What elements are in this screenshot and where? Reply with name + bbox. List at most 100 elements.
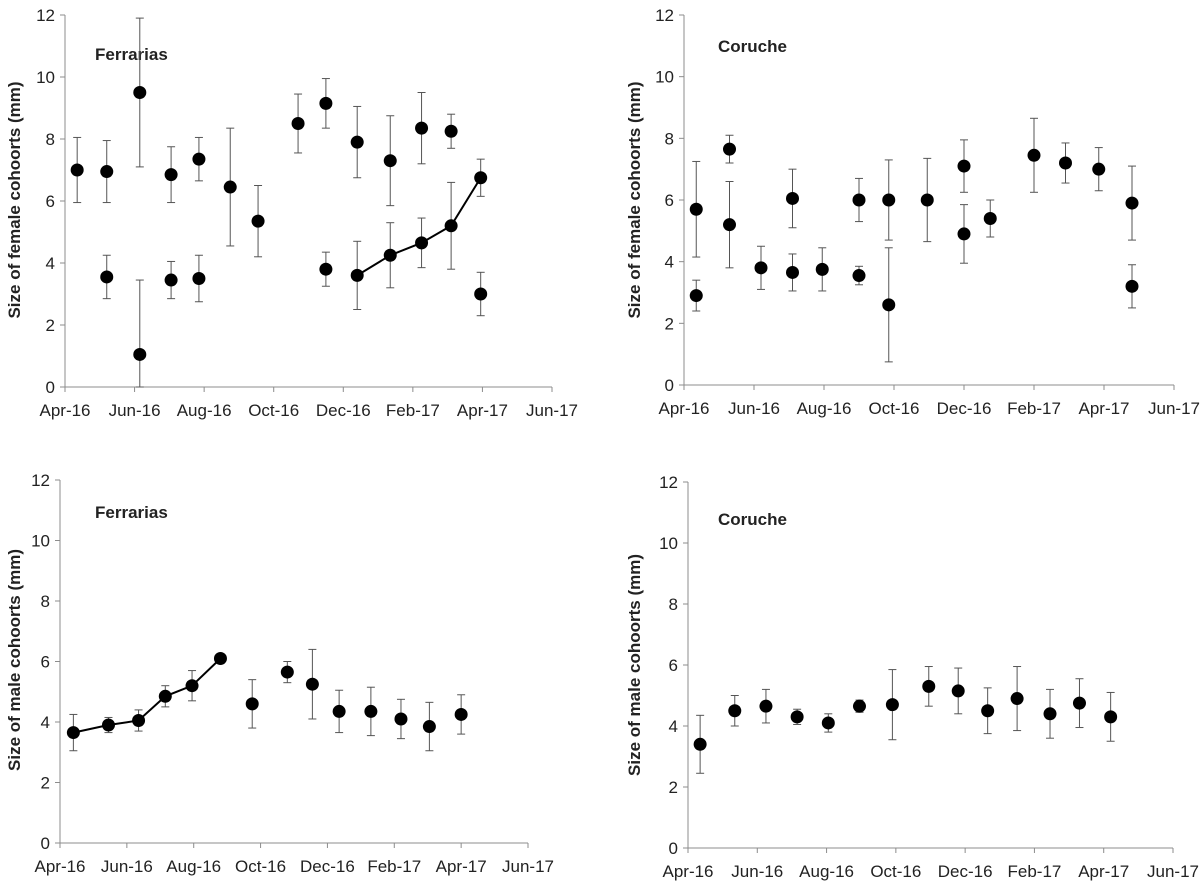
x-tick-label: Apr-17: [436, 857, 487, 876]
y-tick-label: 12: [655, 6, 674, 25]
data-point: [251, 214, 265, 228]
data-point: [474, 287, 488, 301]
x-tick-label: Aug-16: [177, 401, 232, 420]
y-tick-label: 8: [669, 595, 678, 614]
chart-panel-3: 0 2 4 6 8 10 12 Apr-16 Jun-16 Aug-16 Oct-16 Dec-16 F…: [5, 471, 554, 876]
data-point: [759, 699, 773, 713]
y-axis-label: Size of male cohoorts (mm): [625, 554, 644, 776]
data-point: [422, 720, 436, 734]
y-tick-label: 6: [46, 192, 55, 211]
data-point: [882, 193, 896, 207]
data-point: [885, 698, 899, 712]
x-tick-label: Apr-17: [1078, 399, 1129, 418]
data-point: [1092, 162, 1106, 176]
x-tick-label: Oct-16: [868, 399, 919, 418]
data-point: [100, 270, 114, 284]
panel-title: Coruche: [718, 510, 787, 529]
y-tick-label: 10: [659, 534, 678, 553]
chart-panel-4: 0 2 4 6 8 10 12 Apr-16 Jun-16 Aug-16 Oct-16 Dec-16 F…: [625, 473, 1199, 881]
data-point: [66, 726, 80, 740]
x-tick-label: Jun-16: [101, 857, 153, 876]
data-point: [291, 117, 305, 130]
x-tick-label: Jun-17: [1148, 399, 1200, 418]
x-tick-label: Apr-17: [457, 401, 508, 420]
data-point: [1072, 696, 1086, 710]
x-tick-label: Feb-17: [367, 857, 421, 876]
data-point: [957, 159, 971, 173]
data-point: [1010, 692, 1024, 706]
cohort-growth-line: [73, 657, 222, 734]
data-point: [192, 152, 206, 166]
data-point: [981, 704, 995, 718]
x-tick-label: Oct-16: [235, 857, 286, 876]
data-point: [815, 262, 829, 276]
data-point: [319, 262, 333, 276]
y-tick-label: 8: [665, 129, 674, 148]
cohort-growth-line: [356, 177, 482, 277]
x-tick-label: Apr-17: [1078, 862, 1129, 881]
data-point: [951, 684, 965, 698]
data-point: [790, 710, 804, 724]
y-axis-label: Size of male cohoorts (mm): [5, 549, 24, 771]
y-tick-label: 6: [669, 656, 678, 675]
y-tick-label: 0: [665, 376, 674, 395]
panel-title: Coruche: [718, 37, 787, 56]
y-tick-label: 0: [41, 834, 50, 853]
y-tick-label: 4: [41, 713, 50, 732]
data-point: [728, 704, 742, 718]
data-point: [394, 712, 408, 726]
data-point: [383, 248, 397, 262]
x-tick-label: Jun-16: [728, 399, 780, 418]
data-point: [693, 737, 707, 751]
data-point: [922, 679, 936, 693]
x-tick-label: Apr-16: [658, 399, 709, 418]
y-tick-label: 12: [36, 6, 55, 25]
chart-panel-1: 0 2 4 6 8 10 12 Apr-16 Jun-16 Aug-16 Oct-16 Dec-16 F…: [5, 6, 578, 420]
data-point: [415, 121, 429, 135]
y-tick-label: 0: [669, 839, 678, 858]
data-point: [132, 713, 146, 727]
x-tick-label: Feb-17: [1007, 399, 1061, 418]
x-tick-label: Dec-16: [937, 399, 992, 418]
data-point: [754, 261, 768, 275]
data-point: [383, 154, 397, 168]
data-point: [364, 704, 378, 718]
chart-panel-2: 0 2 4 6 8 10 12 Apr-16 Jun-16 Aug-16 Oct-16 Dec-16 F…: [625, 6, 1200, 418]
y-axis-label: Size of female cohoorts (mm): [5, 81, 24, 318]
y-tick-label: 2: [46, 316, 55, 335]
y-tick-label: 12: [659, 473, 678, 492]
y-tick-label: 4: [665, 253, 674, 272]
x-tick-label: Jun-17: [1147, 862, 1199, 881]
data-point: [245, 697, 259, 711]
data-point: [158, 689, 172, 703]
data-point: [133, 86, 147, 99]
data-point: [454, 707, 468, 721]
data-point: [101, 718, 115, 732]
data-point: [723, 142, 736, 156]
data-point: [164, 168, 178, 182]
data-point: [723, 218, 736, 232]
data-point: [1027, 148, 1041, 162]
y-axis-label: Size of female cohoorts (mm): [625, 81, 644, 318]
data-point: [689, 289, 703, 303]
data-point: [185, 679, 199, 693]
x-tick-label: Apr-16: [39, 401, 90, 420]
data-point: [852, 699, 866, 713]
x-tick-label: Oct-16: [248, 401, 299, 420]
data-point: [100, 165, 114, 179]
y-tick-label: 10: [655, 68, 674, 87]
y-tick-label: 2: [669, 778, 678, 797]
x-tick-label: Apr-16: [34, 857, 85, 876]
y-tick-label: 4: [46, 254, 55, 273]
data-point: [332, 704, 346, 718]
data-point: [852, 269, 866, 283]
data-point: [852, 193, 866, 207]
y-tick-label: 12: [31, 471, 50, 490]
data-point: [280, 665, 294, 679]
data-point: [474, 171, 488, 185]
x-tick-label: Dec-16: [316, 401, 371, 420]
data-point: [70, 163, 84, 177]
data-point: [350, 268, 364, 282]
data-point: [164, 273, 178, 287]
y-tick-label: 8: [41, 592, 50, 611]
